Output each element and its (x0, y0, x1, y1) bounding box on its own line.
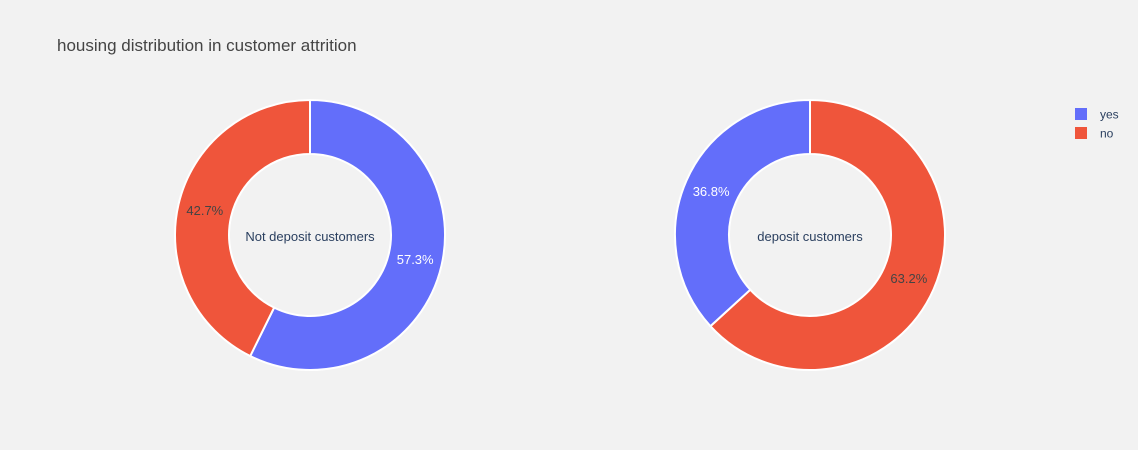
slice-yes[interactable] (674, 98, 811, 328)
legend-item-yes[interactable]: yes (1075, 108, 1119, 122)
slice-label-yes: 36.8% (693, 184, 730, 199)
donut-1: 57.3% 42.7% Not deposit customers (174, 98, 446, 371)
center-label: deposit customers (757, 229, 863, 244)
slice-yes[interactable] (248, 98, 446, 371)
legend[interactable]: yes no (1075, 108, 1119, 141)
slice-no[interactable] (709, 98, 946, 371)
pies-layer: 57.3% 42.7% Not deposit customers 63.2% 36.8… (174, 98, 946, 371)
legend-swatch-no (1075, 127, 1087, 139)
slice-label-no: 42.7% (186, 203, 223, 218)
chart-title: housing distribution in customer attriti… (57, 36, 357, 55)
slice-no[interactable] (174, 98, 311, 358)
center-label: Not deposit customers (245, 229, 375, 244)
legend-swatch-yes (1075, 108, 1087, 120)
slice-label-no: 63.2% (890, 271, 927, 286)
donut-2: 63.2% 36.8% deposit customers (674, 98, 946, 371)
slice-label-yes: 57.3% (397, 252, 434, 267)
legend-item-no[interactable]: no (1075, 127, 1114, 141)
legend-label-yes: yes (1100, 108, 1119, 122)
legend-label-no: no (1100, 127, 1114, 141)
